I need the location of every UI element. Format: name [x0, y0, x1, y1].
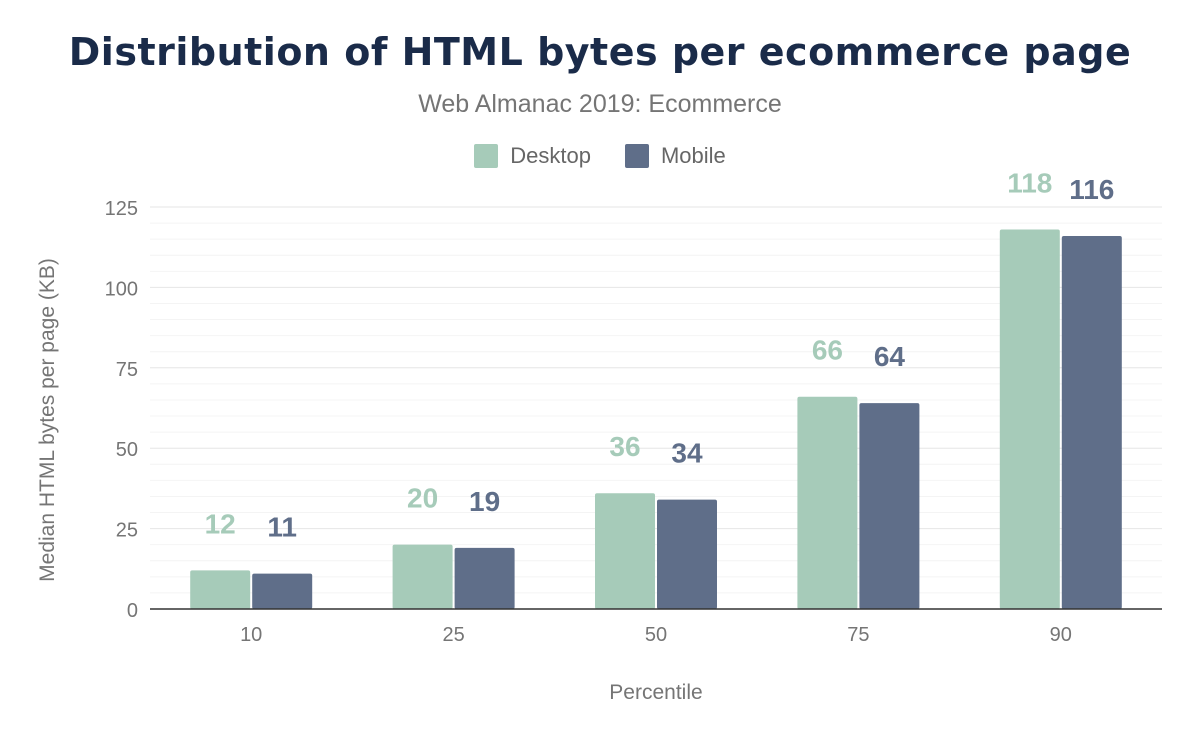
data-label-mobile: 11 — [267, 512, 297, 543]
x-tick-label: 50 — [645, 624, 667, 646]
y-tick-label: 0 — [127, 600, 138, 622]
bar-mobile — [454, 547, 515, 609]
y-axis-title: Median HTML bytes per page (KB) — [36, 258, 59, 582]
data-label-mobile: 19 — [469, 486, 500, 517]
x-axis-title: Percentile — [609, 681, 702, 704]
legend-swatch-desktop — [474, 144, 499, 168]
grid-layer: 0 25 50 75 100 125 — [105, 198, 1162, 622]
data-label-mobile: 34 — [671, 438, 703, 469]
data-label-mobile: 64 — [874, 341, 906, 372]
bar-desktop — [999, 229, 1060, 609]
legend-swatch-mobile — [624, 144, 649, 168]
x-tick-label: 75 — [847, 624, 869, 646]
bars-layer — [190, 229, 1122, 609]
data-label-desktop: 118 — [1007, 168, 1052, 199]
bar-desktop — [797, 396, 858, 609]
legend-item-desktop[interactable]: Desktop — [474, 143, 591, 169]
legend-item-mobile[interactable]: Mobile — [624, 143, 726, 169]
chart-title: Distribution of HTML bytes per ecommerce… — [68, 30, 1132, 74]
x-tick-label: 10 — [240, 624, 262, 646]
bar-desktop — [595, 493, 655, 609]
bar-mobile — [859, 403, 920, 609]
data-label-desktop: 36 — [609, 431, 640, 462]
y-tick-label: 75 — [116, 359, 138, 381]
bar-mobile — [252, 573, 313, 609]
chart-subtitle: Web Almanac 2019: Ecommerce — [418, 90, 782, 118]
legend-label-desktop: Desktop — [510, 143, 591, 168]
y-tick-label: 25 — [116, 520, 138, 542]
data-label-desktop: 66 — [812, 335, 843, 366]
legend: Desktop Mobile — [0, 143, 1200, 169]
bar-desktop — [392, 544, 453, 609]
legend-label-mobile: Mobile — [660, 143, 726, 168]
y-tick-label: 125 — [105, 198, 138, 220]
data-label-desktop: 20 — [407, 483, 438, 514]
bar-mobile — [1061, 235, 1122, 609]
y-tick-label: 100 — [105, 278, 138, 300]
bar-mobile — [657, 499, 717, 609]
x-tick-label: 25 — [442, 624, 464, 646]
bar-desktop — [190, 570, 251, 609]
data-label-desktop: 12 — [205, 508, 236, 539]
labels-layer: 12 11 10 20 19 25 36 34 50 66 64 75 118 116 90 — [205, 168, 1115, 646]
x-tick-label: 90 — [1050, 624, 1072, 646]
data-label-mobile: 116 — [1069, 174, 1114, 205]
y-tick-label: 50 — [116, 439, 138, 461]
